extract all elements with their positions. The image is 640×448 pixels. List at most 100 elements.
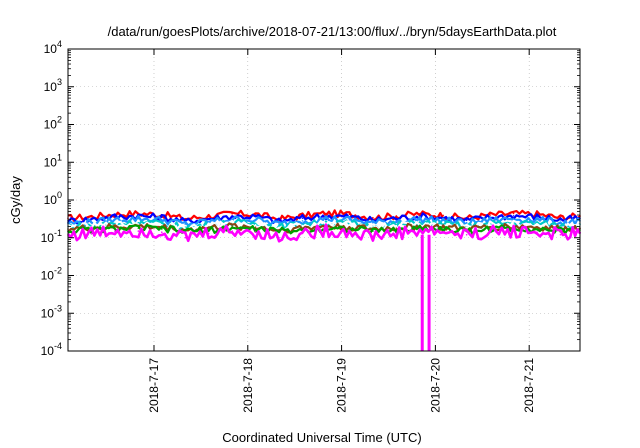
data-point xyxy=(512,223,515,225)
data-point xyxy=(395,232,398,235)
x-tick-label: 2018-7-20 xyxy=(428,358,442,413)
data-point xyxy=(161,228,163,230)
data-point xyxy=(418,230,421,232)
y-tick-label: 10-1 xyxy=(41,228,62,245)
data-point xyxy=(90,218,93,221)
data-point xyxy=(184,227,187,229)
data-point xyxy=(254,215,257,218)
data-point xyxy=(559,218,562,221)
data-point xyxy=(325,230,327,232)
data-point xyxy=(442,231,445,234)
data-point xyxy=(254,231,257,234)
data-point xyxy=(207,215,210,218)
data-point xyxy=(90,221,93,223)
data-point xyxy=(207,217,210,220)
data-point xyxy=(301,227,304,229)
data-point xyxy=(90,232,93,235)
y-tick-label: 100 xyxy=(44,190,62,207)
data-point xyxy=(536,226,538,229)
data-point xyxy=(465,221,468,224)
data-point xyxy=(301,220,304,222)
data-point xyxy=(207,229,210,231)
data-point xyxy=(465,233,468,236)
data-point xyxy=(184,236,187,239)
y-tick-label: 10-2 xyxy=(41,266,62,283)
y-tick-label: 104 xyxy=(44,39,62,56)
y-axis-label: cGy/day xyxy=(8,176,23,224)
data-point xyxy=(348,226,351,229)
data-point xyxy=(254,213,257,216)
data-point xyxy=(278,230,280,232)
data-point xyxy=(418,223,421,225)
data-point xyxy=(114,230,116,232)
data-point xyxy=(348,213,351,216)
data-point xyxy=(114,215,116,218)
data-point xyxy=(348,224,351,226)
data-point xyxy=(536,224,538,226)
data-point xyxy=(395,220,398,222)
data-point xyxy=(442,214,445,217)
y-tick-label: 10-4 xyxy=(41,341,62,358)
data-point xyxy=(442,226,445,229)
x-axis: 2018-7-17 2018-7-18 2018-7-19 2018-7-20 2018… xyxy=(147,49,536,413)
data-point xyxy=(90,215,93,218)
data-point xyxy=(465,219,468,222)
series-line xyxy=(67,218,581,232)
data-point xyxy=(231,227,233,229)
data-point xyxy=(559,221,562,224)
data-point xyxy=(348,228,351,230)
data-point xyxy=(114,218,116,221)
data-point xyxy=(231,230,233,232)
data-point xyxy=(395,224,398,227)
series-dropout xyxy=(420,234,424,351)
data-point xyxy=(395,217,398,219)
data-point xyxy=(348,218,351,221)
data-point xyxy=(418,221,421,224)
data-point xyxy=(207,220,210,223)
data-point xyxy=(137,221,140,224)
data-point xyxy=(442,219,445,222)
series-group xyxy=(67,209,582,351)
data-point xyxy=(207,224,210,227)
data-point xyxy=(114,228,116,230)
data-point xyxy=(348,231,351,234)
series-dropout xyxy=(427,234,431,351)
data-point xyxy=(512,215,515,217)
data-point xyxy=(161,216,163,219)
y-axis: 10-4 10-3 10-2 10-1 100 101 102 103 104 xyxy=(41,39,580,358)
data-point xyxy=(372,235,374,237)
data-point xyxy=(254,222,257,225)
data-point xyxy=(161,218,163,221)
y-tick-label: 101 xyxy=(44,152,62,169)
data-point xyxy=(489,224,491,226)
data-point xyxy=(395,229,398,231)
data-point xyxy=(114,222,116,225)
data-point xyxy=(301,217,304,219)
data-point xyxy=(559,224,562,227)
data-point xyxy=(231,213,233,215)
data-point xyxy=(372,230,374,232)
data-point xyxy=(325,217,327,220)
data-point xyxy=(395,227,398,229)
data-point xyxy=(161,224,163,226)
chart-title: /data/run/goesPlots/archive/2018-07-21/1… xyxy=(108,24,557,39)
data-point xyxy=(161,231,163,234)
data-point xyxy=(301,232,304,235)
data-point xyxy=(512,230,515,232)
data-point xyxy=(512,212,515,215)
data-point xyxy=(418,218,421,221)
data-point xyxy=(559,233,562,236)
data-point xyxy=(536,231,538,234)
data-point xyxy=(442,228,445,230)
data-point xyxy=(254,218,257,221)
data-point xyxy=(137,217,140,220)
data-point xyxy=(372,221,374,224)
data-point xyxy=(372,216,374,219)
data-point xyxy=(301,224,304,227)
data-point xyxy=(536,218,538,221)
data-point xyxy=(137,230,140,232)
data-point xyxy=(418,213,421,215)
data-point xyxy=(137,223,140,225)
data-point xyxy=(184,223,187,225)
